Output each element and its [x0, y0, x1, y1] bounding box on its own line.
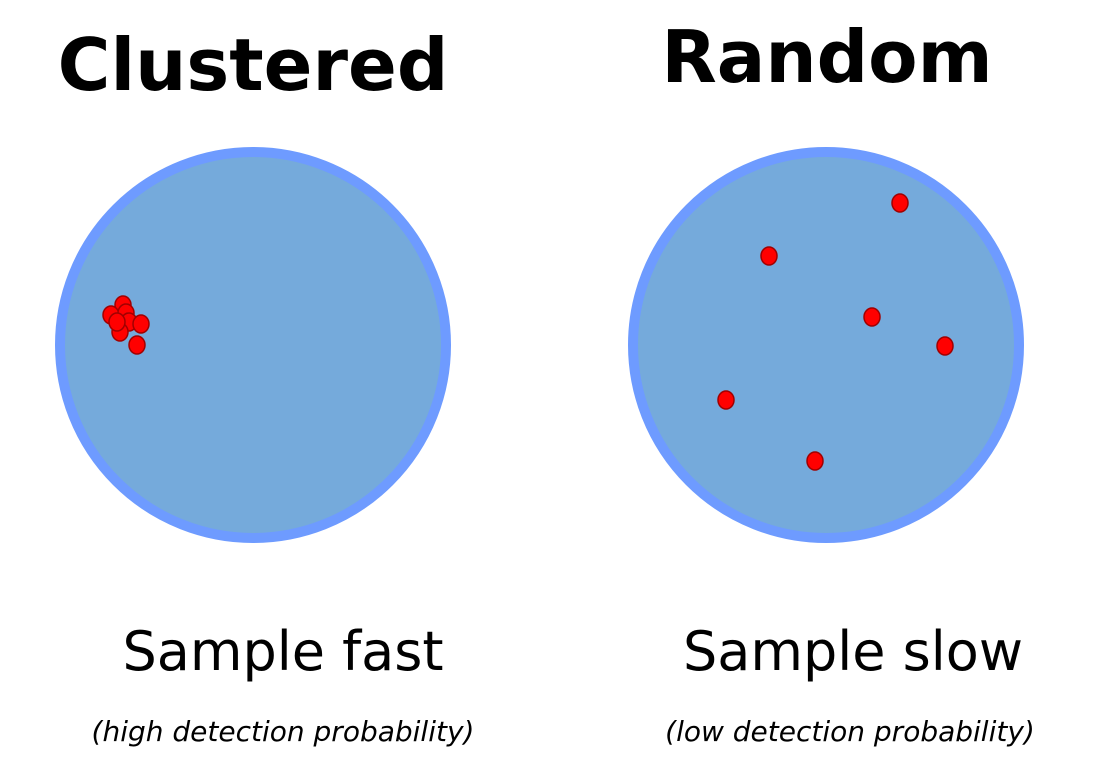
clustered-area-circle [55, 147, 451, 543]
clustered-individuals [102, 295, 150, 355]
individual-dot [717, 390, 735, 410]
random-area-circle [628, 147, 1024, 543]
individual-dot [128, 335, 146, 355]
clustered-note: (high detection probability) [91, 715, 475, 748]
clustered-title: Clustered [57, 23, 449, 107]
individual-dot [891, 193, 909, 213]
clustered-caption: Sample fast [122, 620, 444, 683]
individual-dot [806, 451, 824, 471]
random-note: (low detection probability) [665, 715, 1035, 748]
individual-dot [108, 312, 126, 332]
individual-dot [863, 307, 881, 327]
clustered-panel [55, 147, 451, 543]
random-individuals [717, 193, 954, 471]
random-panel [628, 147, 1024, 543]
individual-dot [936, 336, 954, 356]
random-title: Random [661, 15, 993, 99]
individual-dot [132, 314, 150, 334]
individual-dot [760, 246, 778, 266]
random-caption: Sample slow [683, 620, 1023, 683]
